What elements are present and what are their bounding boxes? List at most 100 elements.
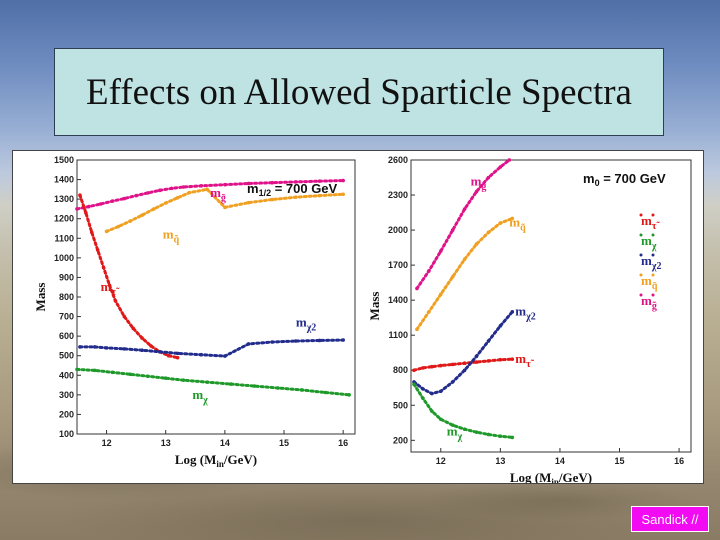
data-point — [246, 181, 251, 186]
y-tick-label: 1200 — [54, 214, 74, 224]
x-tick-label: 16 — [674, 456, 684, 466]
x-tick-label: 14 — [220, 438, 230, 448]
y-tick-label: 200 — [59, 409, 74, 419]
data-point — [415, 286, 419, 291]
data-point — [110, 370, 115, 375]
x-tick-label: 13 — [161, 438, 171, 448]
data-point — [462, 361, 467, 366]
data-point — [140, 213, 144, 217]
data-point — [122, 314, 127, 319]
slide-title: Effects on Allowed Sparticle Spectra — [86, 71, 632, 113]
data-point — [166, 353, 171, 358]
data-point — [163, 376, 168, 381]
y-tick-label: 1000 — [54, 253, 74, 263]
series-line — [415, 216, 514, 331]
data-point — [110, 199, 115, 203]
data-point — [462, 257, 467, 262]
data-point — [92, 368, 97, 373]
data-point — [246, 200, 251, 205]
y-tick-label: 1700 — [388, 260, 408, 270]
data-point — [510, 310, 515, 314]
series-label: mq̃ — [509, 215, 526, 234]
series-label: mτ̃ — [101, 279, 120, 298]
y-tick-label: 2600 — [388, 155, 408, 165]
series-line — [412, 310, 514, 396]
data-point — [199, 184, 204, 188]
legend-label: mg̃ — [641, 293, 657, 312]
data-point — [101, 265, 106, 270]
footer-badge: Sandick // — [631, 506, 709, 532]
y-tick-label: 100 — [59, 429, 74, 439]
data-point — [223, 182, 227, 187]
data-point — [276, 386, 280, 390]
y-tick-label: 500 — [59, 351, 74, 361]
data-point — [140, 348, 144, 353]
data-point — [438, 363, 443, 368]
legend-dot — [651, 273, 655, 277]
x-tick-label: 15 — [615, 456, 625, 466]
data-point — [228, 382, 233, 386]
series-label: mχ — [447, 424, 463, 443]
data-point — [75, 367, 79, 372]
data-point — [498, 221, 503, 225]
data-point — [92, 345, 97, 349]
series-line — [412, 382, 514, 439]
data-point — [181, 378, 186, 382]
chart-title: m1/2 = 700 GeV — [247, 181, 338, 198]
data-point — [205, 380, 209, 384]
data-point — [510, 357, 515, 361]
footer-text: Sandick // — [641, 511, 699, 527]
data-point — [294, 180, 298, 184]
data-point — [317, 338, 322, 343]
data-point — [412, 382, 416, 387]
data-point — [498, 434, 503, 439]
data-point — [317, 193, 322, 198]
data-point — [486, 175, 491, 180]
series-line — [75, 367, 351, 397]
y-tick-label: 1300 — [54, 194, 74, 204]
data-point — [498, 324, 503, 328]
y-tick-label: 400 — [59, 370, 74, 380]
chart-title: m0 = 700 GeV — [583, 171, 666, 188]
data-point — [450, 228, 455, 232]
data-point — [474, 430, 479, 434]
data-point — [430, 391, 434, 396]
data-point — [104, 346, 109, 350]
data-point — [341, 338, 345, 342]
data-point — [78, 193, 82, 198]
y-tick-label: 1100 — [388, 330, 408, 340]
legend-label: mχ2 — [641, 253, 661, 272]
data-point — [146, 374, 150, 379]
data-point — [158, 188, 162, 193]
data-point — [87, 204, 91, 209]
data-point — [175, 355, 180, 360]
data-point — [205, 187, 209, 192]
y-tick-label: 500 — [393, 400, 408, 410]
data-point — [131, 326, 135, 331]
data-point — [498, 357, 503, 362]
data-point — [415, 327, 419, 332]
data-point — [152, 207, 156, 211]
data-point — [317, 179, 322, 183]
series-label: mτ̃ — [515, 351, 534, 370]
data-point — [450, 275, 455, 279]
data-point — [146, 191, 150, 195]
data-point — [438, 292, 443, 297]
data-point — [98, 202, 103, 206]
figure-panel: 1500 1400 1300 1200 1100 1000 900 800 700 600 500 4… — [12, 150, 704, 484]
data-point — [486, 432, 491, 437]
data-point — [462, 207, 467, 211]
chart-right: 2600 2300 2000 1700 1400 1100 800 500 200 12 13 14 1… — [367, 155, 692, 483]
data-point — [78, 345, 82, 349]
data-point — [507, 158, 512, 162]
legend-label: mq̃ — [641, 273, 658, 292]
series-label: mq̃ — [163, 226, 180, 245]
x-axis-label: Log (Min/GeV) — [510, 470, 592, 483]
data-point — [427, 269, 431, 273]
data-point — [486, 230, 491, 235]
data-point — [113, 299, 118, 303]
data-point — [122, 347, 127, 351]
y-tick-label: 700 — [59, 312, 74, 322]
chart-left: 1500 1400 1300 1200 1100 1000 900 800 700 600 500 4… — [33, 155, 356, 469]
series-line — [415, 158, 511, 290]
